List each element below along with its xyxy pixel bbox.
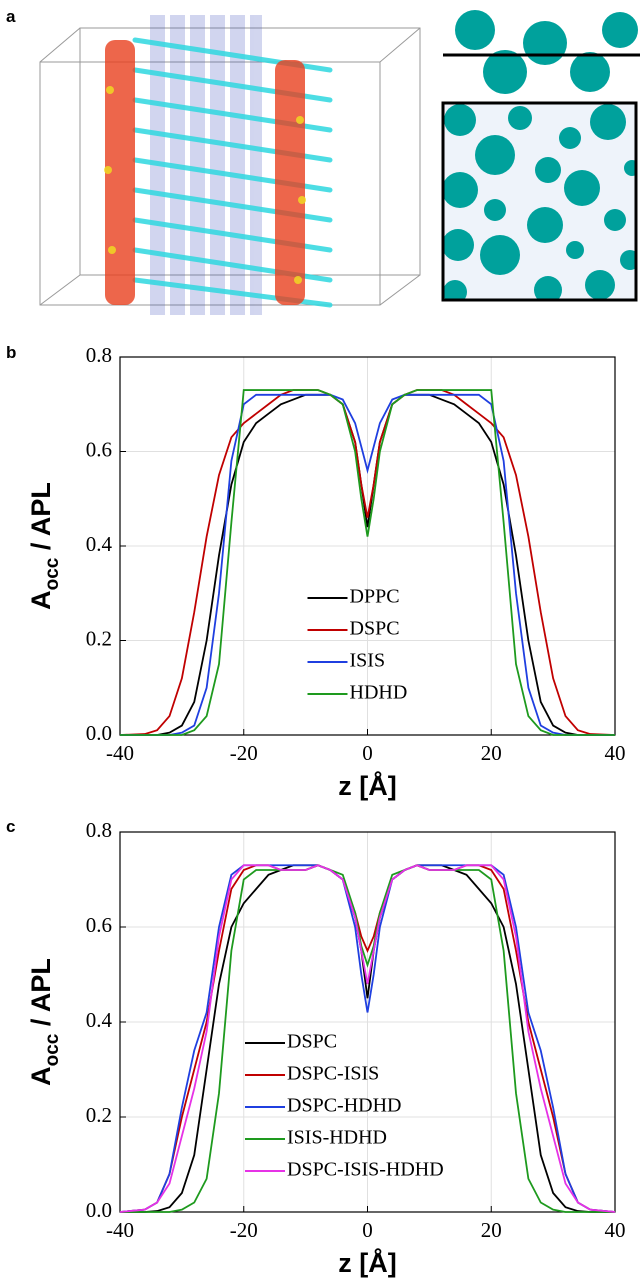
y-axis-label: Aocc / APL bbox=[26, 958, 63, 1086]
x-axis-label: z [Å] bbox=[338, 770, 396, 801]
y-axis-label-rest: / APL bbox=[26, 958, 56, 1034]
y-axis-label-sub: occ bbox=[42, 1033, 63, 1066]
x-tick-label: -20 bbox=[230, 741, 258, 765]
x-tick-label: 40 bbox=[605, 1218, 626, 1242]
y-tick-label: 0.4 bbox=[86, 532, 113, 556]
legend-label: DSPC bbox=[287, 1031, 337, 1053]
x-tick-label: -20 bbox=[230, 1218, 258, 1242]
y-axis-label-main: A bbox=[26, 1066, 56, 1086]
y-tick-label: 0.0 bbox=[86, 721, 112, 745]
y-tick-label: 0.2 bbox=[86, 1103, 112, 1127]
y-tick-label: 0.4 bbox=[86, 1008, 113, 1032]
x-axis-label: z [Å] bbox=[338, 1247, 396, 1278]
x-tick-label: -40 bbox=[106, 1218, 134, 1242]
legend-label: DPPC bbox=[350, 586, 400, 608]
legend-label: HDHD bbox=[350, 682, 408, 704]
panel-label: a bbox=[6, 7, 16, 26]
panel-label: b bbox=[6, 343, 16, 362]
x-tick-label: -40 bbox=[106, 741, 134, 765]
plot-frame bbox=[119, 356, 616, 736]
area-schematic bbox=[441, 0, 640, 302]
y-tick-label: 0.6 bbox=[86, 913, 112, 937]
legend-label: DSPC-ISIS-HDHD bbox=[287, 1159, 444, 1181]
data-line bbox=[120, 864, 615, 1213]
y-tick-label: 0.8 bbox=[86, 343, 112, 367]
data-line bbox=[120, 393, 615, 736]
x-tick-label: 0 bbox=[362, 1218, 373, 1242]
plot-frame bbox=[119, 831, 616, 1213]
x-tick-label: 20 bbox=[481, 1218, 502, 1242]
y-axis-label-sub: occ bbox=[42, 557, 63, 590]
data-line bbox=[119, 389, 616, 736]
y-axis-label: Aocc / APL bbox=[26, 482, 63, 610]
y-axis-label-main: A bbox=[26, 590, 56, 610]
data-line bbox=[120, 389, 615, 736]
y-tick-label: 0.6 bbox=[86, 437, 112, 461]
legend-label: ISIS-HDHD bbox=[287, 1127, 387, 1149]
y-tick-label: 0.2 bbox=[86, 626, 112, 650]
legend-label: DSPC-ISIS bbox=[287, 1063, 379, 1085]
panel-label: c bbox=[6, 817, 15, 836]
y-tick-label: 0.8 bbox=[86, 818, 112, 842]
x-tick-label: 20 bbox=[481, 741, 502, 765]
data-line bbox=[119, 864, 616, 1213]
legend-label: ISIS bbox=[350, 650, 386, 672]
data-line bbox=[120, 864, 615, 1213]
legend-label: DSPC bbox=[350, 618, 400, 640]
y-tick-label: 0.0 bbox=[86, 1198, 112, 1222]
x-tick-label: 0 bbox=[362, 741, 373, 765]
simulation-box bbox=[39, 15, 421, 315]
data-line bbox=[120, 393, 615, 736]
data-line bbox=[119, 864, 616, 1213]
y-axis-label-rest: / APL bbox=[26, 482, 56, 558]
x-tick-label: 40 bbox=[605, 741, 626, 765]
legend-label: DSPC-HDHD bbox=[287, 1095, 401, 1117]
